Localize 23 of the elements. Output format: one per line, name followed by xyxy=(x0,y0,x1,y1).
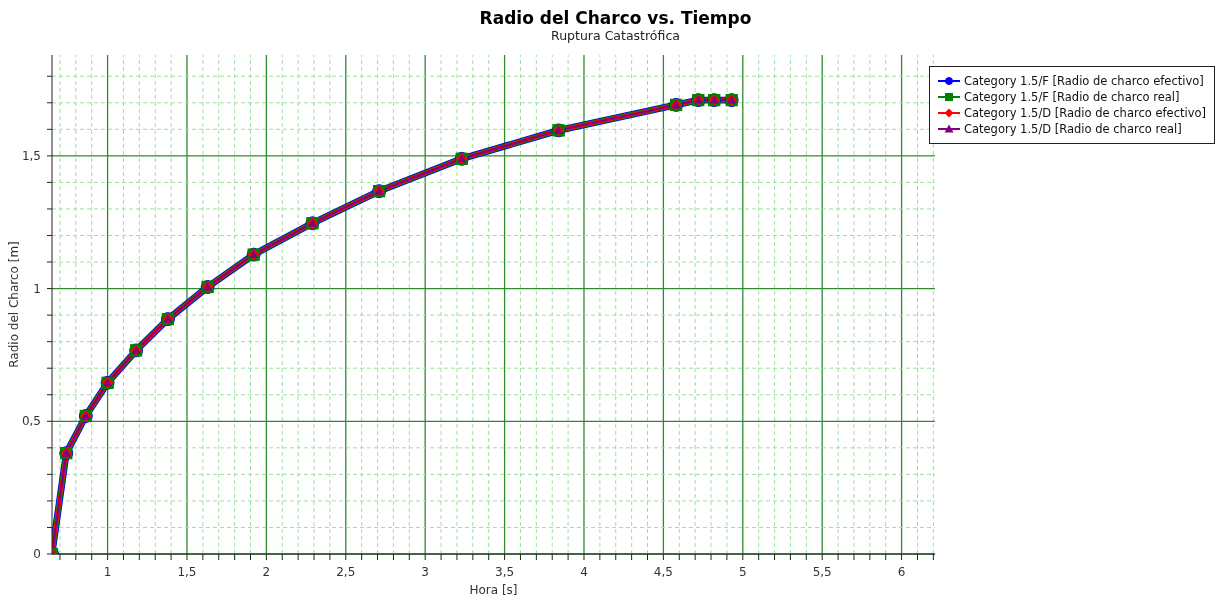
x-tick-label: 1,5 xyxy=(177,565,197,579)
x-axis-title: Hora [s] xyxy=(469,583,518,597)
legend-label: Category 1.5/D [Radio de charco efectivo] xyxy=(963,105,1206,121)
y-tick-label: 0 xyxy=(33,547,41,561)
y-tick-label: 1,5 xyxy=(21,148,41,163)
x-tick-label: 4,5 xyxy=(653,565,673,579)
x-tick-label: 2 xyxy=(262,565,271,579)
x-tick-label: 3 xyxy=(421,565,429,579)
x-tick-label: 5,5 xyxy=(812,565,832,579)
x-tick-label: 2,5 xyxy=(336,565,356,579)
legend-label: Category 1.5/F [Radio de charco efectivo] xyxy=(963,73,1204,89)
x-tick-label: 1 xyxy=(103,565,112,579)
legend-label: Category 1.5/F [Radio de charco real] xyxy=(963,89,1180,105)
chart-title: Radio del Charco vs. Tiempo xyxy=(478,8,753,28)
y-tick-label: 0,5 xyxy=(21,414,41,429)
legend-label: Category 1.5/D [Radio de charco real] xyxy=(963,121,1182,137)
x-tick-label: 3,5 xyxy=(495,565,515,579)
y-tick-label: 1 xyxy=(33,281,41,296)
chart-subtitle: Ruptura Catastrófica xyxy=(550,28,681,44)
x-tick-label: 4 xyxy=(580,565,588,579)
x-tick-label: 5 xyxy=(738,565,747,579)
y-axis-title: Radio del Charco [m] xyxy=(7,241,22,368)
x-tick-label: 6 xyxy=(897,565,906,579)
